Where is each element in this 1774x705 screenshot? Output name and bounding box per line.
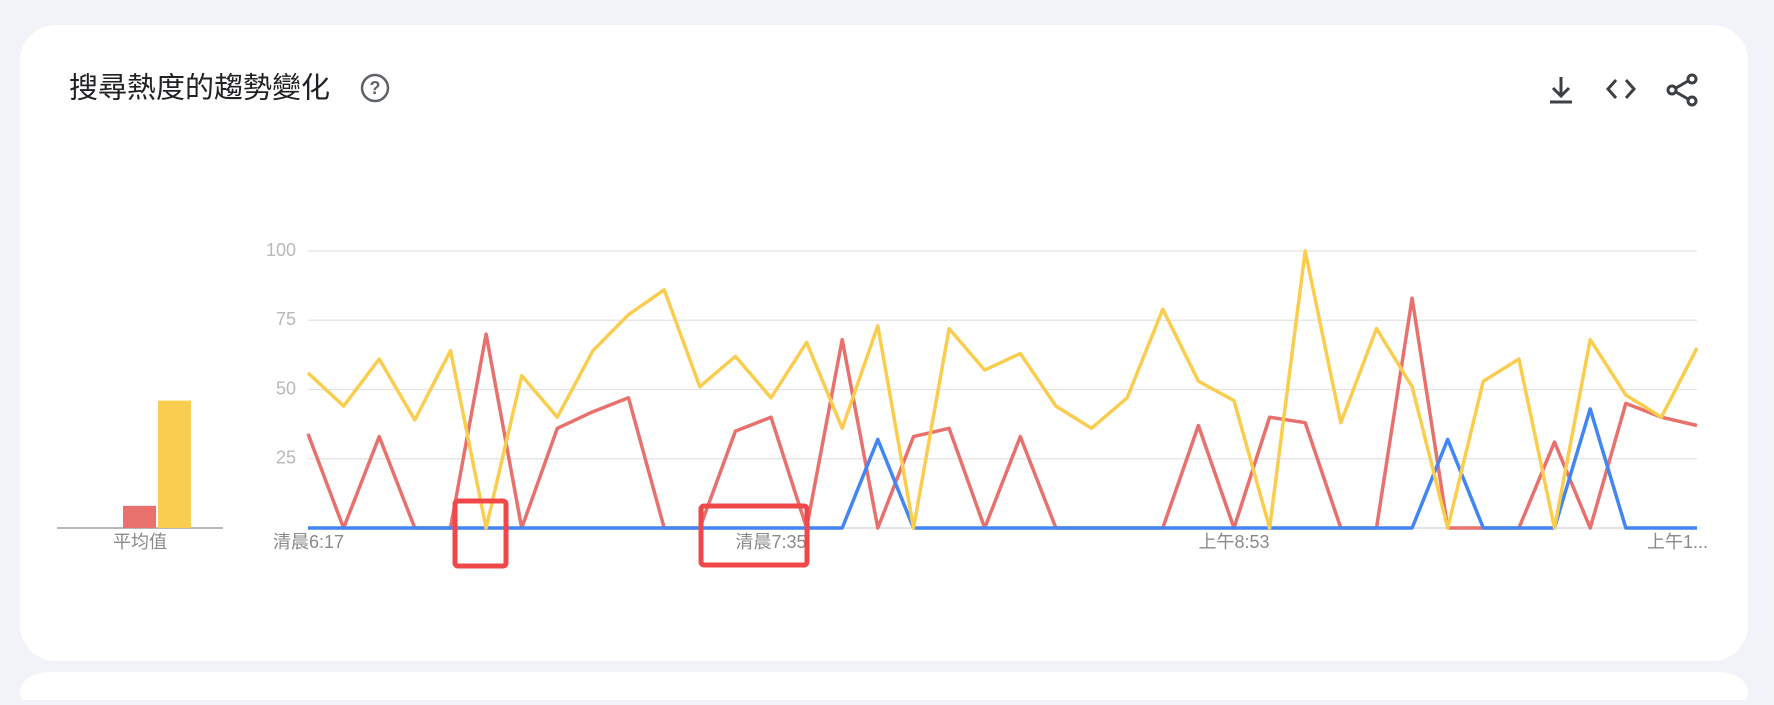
y-tick-label: 50 (276, 378, 296, 398)
embed-icon[interactable] (1605, 79, 1637, 99)
next-card (20, 672, 1748, 705)
svg-text:?: ? (370, 78, 381, 98)
average-bar (123, 505, 156, 528)
help-icon[interactable]: ? (360, 73, 390, 103)
y-tick-label: 75 (276, 309, 296, 329)
trend-line (306, 296, 1698, 530)
card-background (20, 25, 1748, 661)
share-icon[interactable] (1666, 73, 1698, 107)
highlight-box (452, 498, 509, 569)
x-tick-label: 清晨7:35 (735, 532, 806, 552)
x-tick-label: 上午8:53 (1198, 532, 1269, 552)
x-tick-label: 上午1... (1647, 532, 1708, 552)
trend-line (306, 249, 1699, 530)
x-tick-label: 清晨6:17 (273, 532, 344, 552)
chart-title: 搜尋熱度的趨勢變化 (69, 72, 330, 105)
average-bar (158, 400, 191, 528)
trend-line (308, 407, 1697, 530)
highlight-box (698, 503, 810, 568)
download-icon[interactable] (1550, 77, 1572, 104)
y-tick-label: 25 (276, 448, 296, 468)
y-tick-label: 100 (266, 240, 296, 260)
x-tick-label: 平均值 (113, 532, 167, 552)
